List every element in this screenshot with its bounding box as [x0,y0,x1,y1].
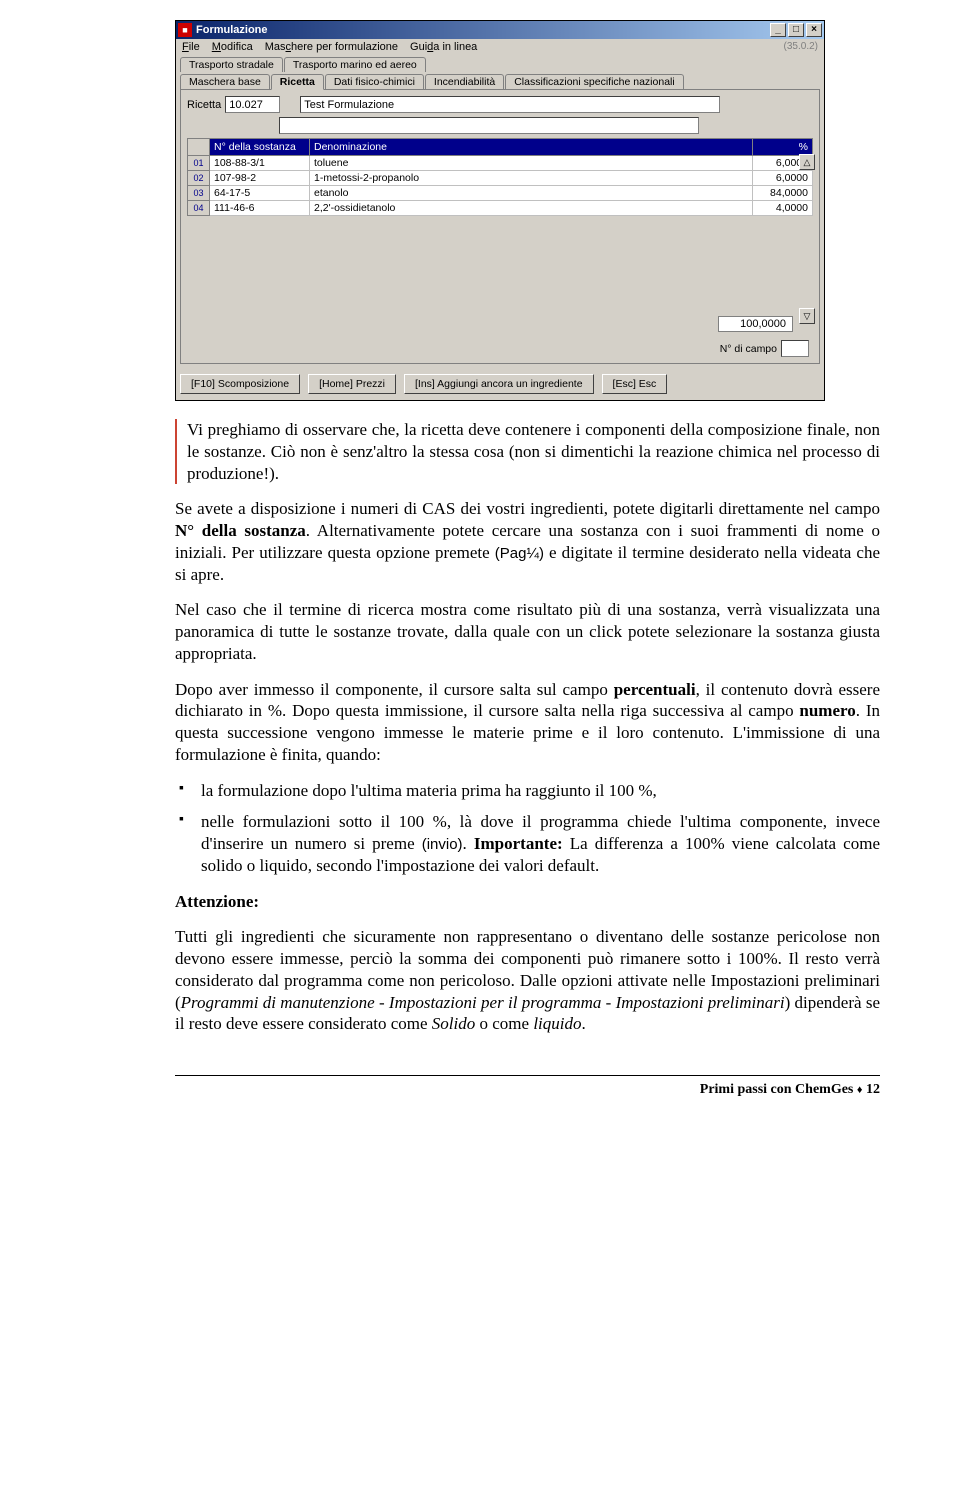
paragraph: Dopo aver immesso il componente, il curs… [175,679,880,766]
tab-trasporto-stradale[interactable]: Trasporto stradale [180,57,283,72]
ricetta-name-input-2[interactable] [279,117,699,134]
paragraph: Tutti gli ingredienti che sicuramente no… [175,926,880,1035]
paragraph: Se avete a disposizione i numeri di CAS … [175,498,880,585]
esc-button[interactable]: [Esc] Esc [602,374,668,394]
ricetta-label: Ricetta [187,99,221,111]
tab-trasporto-marino[interactable]: Trasporto marino ed aereo [284,57,426,72]
col-percent: % [753,139,813,156]
col-sostanza: N° della sostanza [210,139,310,156]
col-denominazione: Denominazione [310,139,753,156]
table-row[interactable]: 03 64-17-5 etanolo 84,0000 [188,186,813,201]
ins-aggiungi-button[interactable]: [Ins] Aggiungi ancora un ingrediente [404,374,594,394]
f10-scomposizione-button[interactable]: [F10] Scomposizione [180,374,300,394]
tab-row-2: Maschera base Ricetta Dati fisico-chimic… [176,72,824,89]
menu-maschere[interactable]: Maschere per formulazione [265,41,398,53]
ricetta-number-input[interactable] [225,96,280,113]
table-row[interactable]: 01 108-88-3/1 toluene 6,0000 [188,156,813,171]
total-value: 100,0000 [718,316,793,332]
paragraph: Nel caso che il termine di ricerca mostr… [175,599,880,664]
menu-modifica[interactable]: Modifica [212,41,253,53]
scroll-up-icon[interactable]: △ [799,154,815,170]
tab-ricetta[interactable]: Ricetta [271,74,324,90]
bullet-list: la formulazione dopo l'ultima materia pr… [175,780,880,877]
table-row[interactable]: 04 111-46-6 2,2'-ossidietanolo 4,0000 [188,201,813,216]
ingredients-table-wrap: N° della sostanza Denominazione % 01 108… [187,138,813,357]
list-item: nelle formulazioni sotto il 100 %, là do… [201,811,880,876]
tab-row-1: Trasporto stradale Trasporto marino ed a… [176,55,824,72]
close-button[interactable]: × [806,23,822,37]
app-window-screenshot: ■ Formulazione _ □ × File Modifica Masch… [175,20,825,401]
minimize-button[interactable]: _ [770,23,786,37]
campo-input[interactable] [781,340,809,357]
tab-content: Ricetta N° della sostanza Denominazione … [180,89,820,364]
button-row: [F10] Scomposizione [Home] Prezzi [Ins] … [176,368,824,400]
document-body: Vi preghiamo di osservare che, la ricett… [175,419,880,1035]
app-icon: ■ [178,23,192,37]
paragraph: Vi preghiamo di osservare che, la ricett… [187,419,880,484]
table-row[interactable]: 02 107-98-2 1-metossi-2-propanolo 6,0000 [188,171,813,186]
tab-incendiabilita[interactable]: Incendiabilità [425,74,504,89]
tab-classificazioni[interactable]: Classificazioni specifiche nazionali [505,74,684,89]
ricetta-name-input[interactable] [300,96,720,113]
home-prezzi-button[interactable]: [Home] Prezzi [308,374,396,394]
menubar: File Modifica Maschere per formulazione … [176,39,824,55]
attention-heading: Attenzione: [175,891,880,913]
campo-label: N° di campo [720,343,777,355]
tab-maschera-base[interactable]: Maschera base [180,74,270,89]
maximize-button[interactable]: □ [788,23,804,37]
menu-guida[interactable]: Guida in linea [410,41,477,53]
menu-file[interactable]: File [182,41,200,53]
titlebar: ■ Formulazione _ □ × [176,21,824,39]
tab-dati-fisico[interactable]: Dati fisico-chimici [325,74,424,89]
page-footer: Primi passi con ChemGes ♦ 12 [175,1075,880,1098]
window-title: Formulazione [196,24,768,36]
version-label: (35.0.2) [784,41,818,53]
list-item: la formulazione dopo l'ultima materia pr… [201,780,880,802]
ingredients-table: N° della sostanza Denominazione % 01 108… [187,138,813,216]
scroll-down-icon[interactable]: ▽ [799,308,815,324]
